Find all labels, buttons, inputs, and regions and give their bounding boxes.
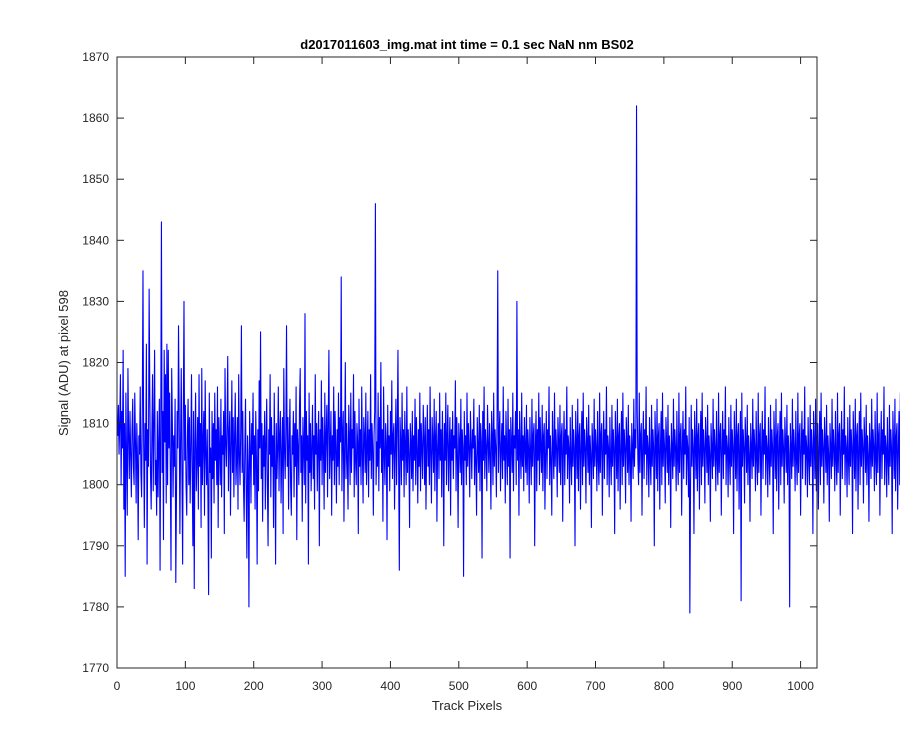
x-tick-label: 500 (449, 679, 469, 693)
y-tick-label: 1850 (82, 172, 109, 186)
x-tick-label: 600 (517, 679, 537, 693)
x-tick-label: 100 (175, 679, 195, 693)
x-tick-label: 400 (380, 679, 400, 693)
y-axis-label: Signal (ADU) at pixel 598 (56, 290, 71, 436)
x-tick-label: 900 (722, 679, 742, 693)
y-tick-label: 1790 (82, 539, 109, 553)
y-tick-label: 1830 (82, 294, 109, 308)
ticks-layer: 0 100 200 300 400 500 600 700 800 900 1000 1770 1780… (82, 50, 817, 693)
x-tick-label: 800 (654, 679, 674, 693)
x-tick-label: 0 (114, 679, 121, 693)
data-layer (117, 105, 900, 614)
series-line-0 (117, 105, 900, 614)
y-tick-label: 1870 (82, 50, 109, 64)
x-tick-label: 300 (312, 679, 332, 693)
y-tick-label: 1800 (82, 478, 109, 492)
y-tick-label: 1770 (82, 661, 109, 675)
y-tick-label: 1860 (82, 111, 109, 125)
y-tick-label: 1810 (82, 417, 109, 431)
x-tick-label: 1000 (787, 679, 814, 693)
plot-area (117, 57, 817, 668)
y-tick-label: 1780 (82, 600, 109, 614)
y-tick-label: 1820 (82, 356, 109, 370)
chart-title: d2017011603_img.mat int time = 0.1 sec N… (300, 37, 633, 52)
x-tick-label: 200 (244, 679, 264, 693)
y-tick-label: 1840 (82, 233, 109, 247)
x-tick-label: 700 (586, 679, 606, 693)
x-axis-label: Track Pixels (432, 698, 503, 713)
